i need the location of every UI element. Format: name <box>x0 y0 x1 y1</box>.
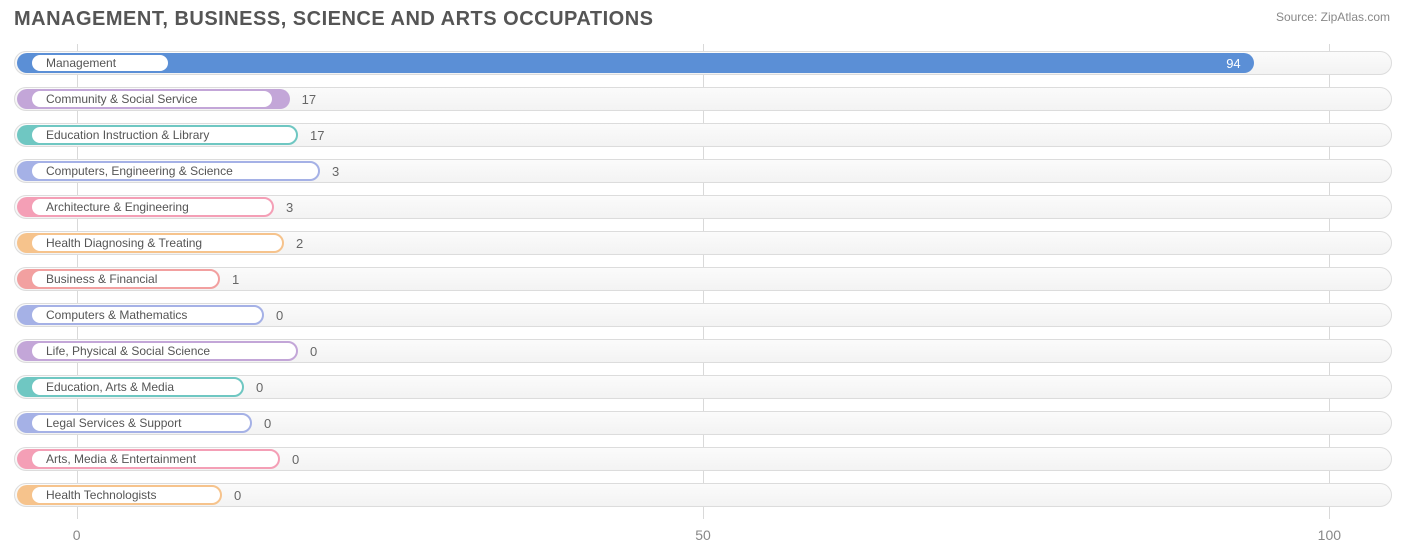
bar-value: 0 <box>256 410 271 436</box>
bar-label-pill: Computers, Engineering & Science <box>30 161 320 181</box>
bar-value: 3 <box>278 194 293 220</box>
bar-label-pill: Education Instruction & Library <box>30 125 298 145</box>
bar-label-pill: Health Diagnosing & Treating <box>30 233 284 253</box>
bar-row: Arts, Media & Entertainment0 <box>14 446 1392 472</box>
x-tick-label: 0 <box>73 527 81 543</box>
bar-value: 17 <box>302 122 324 148</box>
bar-value: 17 <box>294 86 316 112</box>
source-credit: Source: ZipAtlas.com <box>1276 10 1390 24</box>
bar-value: 0 <box>248 374 263 400</box>
bar-row: Computers & Mathematics0 <box>14 302 1392 328</box>
bar-value: 3 <box>324 158 339 184</box>
bar-track <box>14 267 1392 291</box>
bar-row: Life, Physical & Social Science0 <box>14 338 1392 364</box>
bar-label-pill: Community & Social Service <box>30 89 274 109</box>
bar-value: 0 <box>302 338 317 364</box>
bar-value: 94 <box>1218 50 1240 76</box>
bar-value: 0 <box>284 446 299 472</box>
bar-label-pill: Business & Financial <box>30 269 220 289</box>
bar-rows: Management 94 Community & Social Service 17… <box>14 50 1392 519</box>
bar-fill <box>17 53 1254 73</box>
bar-row: Education, Arts & Media0 <box>14 374 1392 400</box>
x-tick-label: 50 <box>695 527 711 543</box>
bar-value: 0 <box>268 302 283 328</box>
bar-label-pill: Architecture & Engineering <box>30 197 274 217</box>
bar-row: Health Technologists0 <box>14 482 1392 508</box>
bar-row: Business & Financial1 <box>14 266 1392 292</box>
bar-row: Architecture & Engineering3 <box>14 194 1392 220</box>
occupations-bar-chart: 050100Management94Community & Social Ser… <box>14 44 1392 545</box>
bar-row: Community & Social Service 17 <box>14 86 1392 112</box>
bar-row: Education Instruction & Library17 <box>14 122 1392 148</box>
bar-row: Health Diagnosing & Treating2 <box>14 230 1392 256</box>
bar-label-pill: Education, Arts & Media <box>30 377 244 397</box>
bar-label-pill: Computers & Mathematics <box>30 305 264 325</box>
bar-label-pill: Life, Physical & Social Science <box>30 341 298 361</box>
x-tick-label: 100 <box>1318 527 1341 543</box>
bar-label-pill: Health Technologists <box>30 485 222 505</box>
bar-row: Management 94 <box>14 50 1392 76</box>
chart-title: MANAGEMENT, BUSINESS, SCIENCE AND ARTS O… <box>14 8 653 31</box>
bar-label-pill: Management <box>30 53 170 73</box>
bar-value: 1 <box>224 266 239 292</box>
bar-value: 2 <box>288 230 303 256</box>
bar-label-pill: Legal Services & Support <box>30 413 252 433</box>
bar-row: Legal Services & Support0 <box>14 410 1392 436</box>
bar-row: Computers, Engineering & Science3 <box>14 158 1392 184</box>
bar-label-pill: Arts, Media & Entertainment <box>30 449 280 469</box>
source-label: Source: <box>1276 10 1317 24</box>
bar-value: 0 <box>226 482 241 508</box>
source-site: ZipAtlas.com <box>1321 10 1390 24</box>
